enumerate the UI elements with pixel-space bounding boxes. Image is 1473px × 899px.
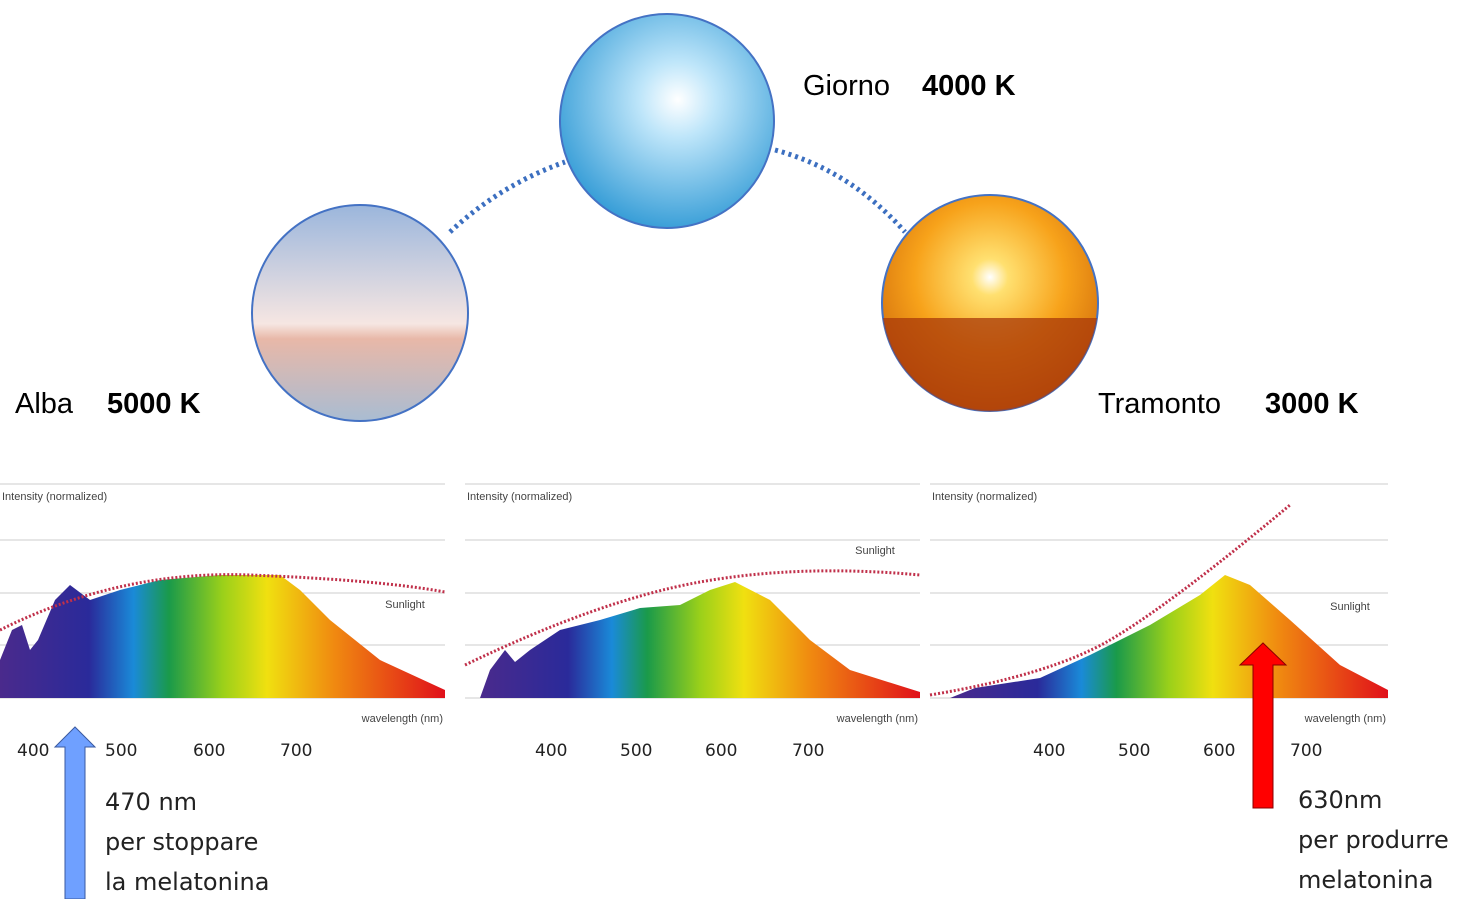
scene-temperature: 3000 K <box>1265 388 1359 420</box>
tick-label: 700 <box>1290 741 1322 761</box>
y-axis-label: Intensity (normalized) <box>467 491 572 503</box>
tick-label: 400 <box>535 741 567 761</box>
x-axis-label: wavelength (nm) <box>836 713 918 725</box>
tick-label: 400 <box>17 741 49 761</box>
tick-label: 700 <box>792 741 824 761</box>
annotation-line: melatonina <box>1298 866 1433 894</box>
day-image <box>560 14 774 228</box>
scene-name: Alba <box>15 388 74 420</box>
scene-name: Tramonto <box>1098 388 1221 420</box>
y-axis-label: Intensity (normalized) <box>932 491 1037 503</box>
annotation-line: 470 nm <box>105 788 197 816</box>
scene-name: Giorno <box>803 70 890 102</box>
annotation-line: la melatonina <box>105 868 269 896</box>
tick-label: 500 <box>1118 741 1150 761</box>
dotted-arc <box>775 150 905 232</box>
annotation-line: per stoppare <box>105 828 258 856</box>
scene-temperature: 5000 K <box>107 388 201 420</box>
tick-label: 400 <box>1033 741 1065 761</box>
y-axis-label: Intensity (normalized) <box>2 491 107 503</box>
annotation-line: 630nm <box>1298 786 1382 814</box>
series-label: Sunlight <box>855 545 895 557</box>
dotted-arc <box>450 162 565 232</box>
tick-label: 600 <box>705 741 737 761</box>
x-axis-label: wavelength (nm) <box>361 713 443 725</box>
scene-temperature: 4000 K <box>922 70 1016 102</box>
tick-label: 600 <box>1203 741 1235 761</box>
sea <box>883 318 1097 411</box>
spectra: Intensity (normalized) Sunlight wavelength… <box>0 484 1388 761</box>
infographic: Giorno 4000 K Alba 5000 K Tramonto 3000 … <box>0 0 1473 899</box>
annotation-line: per produrre <box>1298 826 1449 854</box>
tick-label: 700 <box>280 741 312 761</box>
series-label: Sunlight <box>385 599 425 611</box>
annotations: 470 nm per stoppare la melatonina 630nm per … <box>105 786 1449 896</box>
series-label: Sunlight <box>1330 601 1370 613</box>
dawn-image <box>252 205 468 421</box>
x-axis-label: wavelength (nm) <box>1304 713 1386 725</box>
blue-arrow <box>55 727 95 899</box>
spectrum <box>480 582 920 698</box>
tick-label: 600 <box>193 741 225 761</box>
tick-label: 500 <box>620 741 652 761</box>
tick-label: 500 <box>105 741 137 761</box>
